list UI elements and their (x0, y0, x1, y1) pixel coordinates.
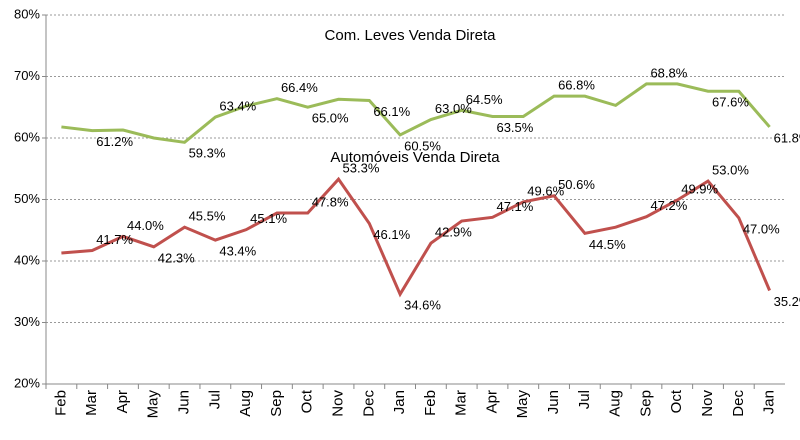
x-tick-label: Jan (391, 390, 408, 414)
data-label: 65.0% (312, 111, 349, 126)
x-tick-label: Dec (730, 390, 747, 417)
data-label: 68.8% (650, 65, 687, 80)
y-tick-label: 80% (14, 6, 40, 21)
data-label: 34.6% (404, 298, 441, 313)
data-label: 61.8% (774, 130, 800, 145)
x-tick-label: Aug (607, 390, 624, 417)
x-tick-label: Nov (699, 390, 716, 417)
y-tick-label: 60% (14, 129, 40, 144)
series-line (61, 176, 771, 298)
x-tick-label: Oct (668, 389, 685, 413)
x-tick-label: Apr (483, 390, 500, 413)
data-label: 49.6% (527, 183, 564, 198)
x-tick-label: Feb (422, 390, 439, 416)
data-label: 61.2% (96, 134, 133, 149)
x-tick-label: Jun (545, 390, 562, 414)
x-tick-label: May (145, 390, 162, 419)
data-label: 42.9% (435, 225, 472, 240)
x-tick-label: Mar (83, 390, 100, 416)
data-label: 64.5% (466, 92, 503, 107)
y-tick-label: 50% (14, 191, 40, 206)
data-label: 46.1% (373, 227, 410, 242)
data-label: 53.0% (712, 162, 749, 177)
x-tick-label: Aug (237, 390, 254, 417)
x-tick-label: Jul (206, 390, 223, 409)
data-label: 35.2% (774, 294, 800, 309)
y-tick-label: 40% (14, 252, 40, 267)
series-line (61, 82, 771, 144)
data-label: 49.9% (681, 182, 718, 197)
data-label: 47.1% (496, 199, 533, 214)
data-label: 63.4% (219, 99, 256, 114)
series-annotation: Com. Leves Venda Direta (325, 27, 497, 44)
x-tick-label: Feb (52, 390, 69, 416)
x-tick-label: Mar (453, 390, 470, 416)
data-label: 42.3% (158, 250, 195, 265)
data-label: 41.7% (96, 232, 133, 247)
data-label: 43.4% (219, 244, 256, 259)
y-tick-label: 20% (14, 375, 40, 390)
y-tick-label: 30% (14, 314, 40, 329)
x-tick-label: Nov (329, 390, 346, 417)
x-tick-label: Oct (299, 389, 316, 413)
data-label: 44.0% (127, 218, 164, 233)
data-label: 47.0% (743, 221, 780, 236)
series-annotation: Automóveis Venda Direta (330, 149, 500, 166)
data-label: 53.3% (343, 161, 380, 176)
x-tick-label: Jun (176, 390, 193, 414)
data-label: 59.3% (189, 146, 226, 161)
x-tick-label: Dec (360, 390, 377, 417)
x-tick-label: Jan (761, 390, 778, 414)
x-tick-label: Apr (114, 390, 131, 413)
x-tick-label: Jul (576, 390, 593, 409)
y-tick-label: 70% (14, 68, 40, 83)
data-label: 63.0% (435, 101, 472, 116)
data-label: 45.1% (250, 211, 287, 226)
data-label: 60.5% (404, 138, 441, 153)
x-tick-label: Sep (268, 390, 285, 417)
data-label: 66.1% (373, 104, 410, 119)
data-label: 44.5% (589, 237, 626, 252)
x-tick-label: Sep (637, 390, 654, 417)
data-label: 50.6% (558, 177, 595, 192)
data-label: 47.2% (650, 198, 687, 213)
data-label: 67.6% (712, 95, 749, 110)
data-label: 66.8% (558, 78, 595, 93)
data-label: 47.8% (312, 194, 349, 209)
x-tick-label: May (514, 390, 531, 419)
data-label: 45.5% (189, 209, 226, 224)
data-label: 66.4% (281, 80, 318, 95)
data-label: 63.5% (496, 120, 533, 135)
